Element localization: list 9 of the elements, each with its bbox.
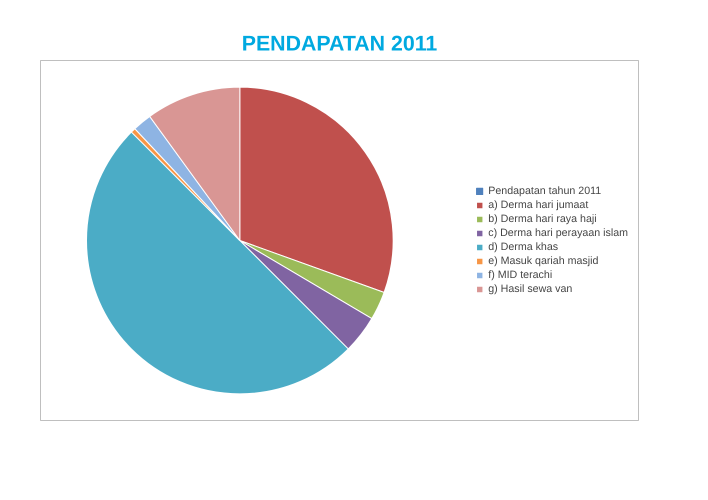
legend-label: d) Derma khas	[488, 241, 558, 253]
legend-label: Pendapatan tahun 2011	[488, 185, 602, 197]
legend-label: b) Derma hari raya haji	[488, 213, 597, 225]
legend-label: c) Derma hari perayaan islam	[488, 227, 628, 239]
chart-title: PENDAPATAN 2011	[242, 32, 438, 56]
legend-label: a) Derma hari jumaat	[488, 199, 588, 211]
legend-label: e) Masuk qariah masjid	[488, 255, 598, 267]
legend-label: g) Hasil sewa van	[488, 283, 572, 295]
legend-label: f) MID terachi	[488, 269, 552, 281]
